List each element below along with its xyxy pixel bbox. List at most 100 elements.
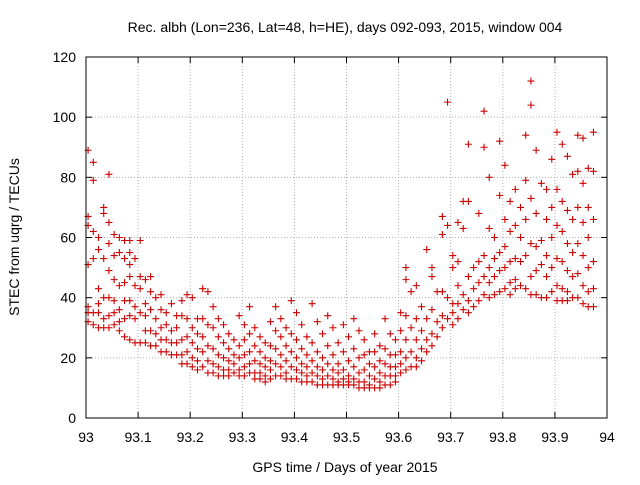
data-point bbox=[287, 363, 295, 371]
data-point bbox=[167, 327, 175, 335]
data-point bbox=[574, 294, 582, 302]
data-point bbox=[204, 321, 212, 329]
data-point bbox=[428, 330, 436, 338]
data-point bbox=[589, 167, 597, 175]
data-point bbox=[100, 315, 108, 323]
data-point bbox=[193, 357, 201, 365]
data-point bbox=[220, 354, 228, 362]
data-point bbox=[152, 315, 160, 323]
data-point bbox=[313, 348, 321, 356]
data-point bbox=[204, 288, 212, 296]
data-point bbox=[199, 315, 207, 323]
data-point bbox=[459, 224, 467, 232]
data-point bbox=[584, 288, 592, 296]
data-point bbox=[381, 360, 389, 368]
data-point bbox=[589, 258, 597, 266]
data-point bbox=[470, 303, 478, 311]
data-point bbox=[485, 264, 493, 272]
data-point bbox=[287, 348, 295, 356]
data-point bbox=[115, 318, 123, 326]
data-point bbox=[537, 237, 545, 245]
data-point bbox=[464, 297, 472, 305]
data-point bbox=[464, 197, 472, 205]
data-point bbox=[220, 321, 228, 329]
data-point bbox=[209, 369, 217, 377]
data-point bbox=[152, 330, 160, 338]
x-axis-label: GPS time / Days of year 2015 bbox=[252, 459, 437, 475]
data-point bbox=[136, 273, 144, 281]
data-point bbox=[308, 378, 316, 386]
data-point bbox=[402, 336, 410, 344]
data-point bbox=[136, 285, 144, 293]
data-point bbox=[511, 185, 519, 193]
data-point bbox=[131, 255, 139, 263]
data-point bbox=[141, 300, 149, 308]
data-point bbox=[360, 378, 368, 386]
data-point bbox=[527, 273, 535, 281]
data-point bbox=[220, 339, 228, 347]
data-point bbox=[459, 306, 467, 314]
data-point bbox=[298, 360, 306, 368]
data-point bbox=[391, 363, 399, 371]
data-point bbox=[402, 312, 410, 320]
data-point bbox=[558, 285, 566, 293]
data-point bbox=[527, 101, 535, 109]
data-point bbox=[141, 339, 149, 347]
data-point bbox=[167, 300, 175, 308]
y-tick-label: 80 bbox=[60, 169, 76, 185]
data-point bbox=[308, 300, 316, 308]
data-point bbox=[324, 342, 332, 350]
data-point bbox=[152, 294, 160, 302]
data-point bbox=[397, 309, 405, 317]
data-point bbox=[574, 203, 582, 211]
data-point bbox=[485, 279, 493, 287]
data-point bbox=[256, 348, 264, 356]
data-point bbox=[589, 128, 597, 136]
data-point bbox=[579, 252, 587, 260]
data-point bbox=[511, 276, 519, 284]
data-point bbox=[199, 348, 207, 356]
data-point bbox=[334, 360, 342, 368]
data-point bbox=[485, 294, 493, 302]
data-point bbox=[292, 366, 300, 374]
data-point bbox=[454, 218, 462, 226]
data-point bbox=[517, 258, 525, 266]
data-point bbox=[527, 77, 535, 85]
data-point bbox=[261, 339, 269, 347]
data-point bbox=[381, 315, 389, 323]
data-point bbox=[543, 294, 551, 302]
data-point bbox=[433, 318, 441, 326]
data-point bbox=[173, 324, 181, 332]
data-point bbox=[459, 291, 467, 299]
data-point bbox=[563, 206, 571, 214]
data-point bbox=[423, 336, 431, 344]
data-point bbox=[193, 330, 201, 338]
data-point bbox=[402, 354, 410, 362]
data-point bbox=[100, 209, 108, 217]
data-point bbox=[360, 336, 368, 344]
data-point bbox=[558, 197, 566, 205]
data-point bbox=[449, 264, 457, 272]
data-point bbox=[574, 270, 582, 278]
data-point bbox=[126, 249, 134, 257]
data-point bbox=[214, 315, 222, 323]
data-point bbox=[272, 360, 280, 368]
data-point bbox=[115, 306, 123, 314]
data-point bbox=[162, 336, 170, 344]
data-point bbox=[209, 360, 217, 368]
data-point bbox=[464, 140, 472, 148]
data-point bbox=[131, 282, 139, 290]
data-point bbox=[313, 318, 321, 326]
data-point bbox=[334, 369, 342, 377]
data-point bbox=[558, 227, 566, 235]
data-point bbox=[449, 321, 457, 329]
data-point bbox=[350, 375, 358, 383]
data-point bbox=[319, 330, 327, 338]
data-point bbox=[240, 321, 248, 329]
data-point bbox=[214, 363, 222, 371]
data-point bbox=[371, 375, 379, 383]
data-point bbox=[89, 227, 97, 235]
data-point bbox=[381, 345, 389, 353]
data-point bbox=[584, 203, 592, 211]
